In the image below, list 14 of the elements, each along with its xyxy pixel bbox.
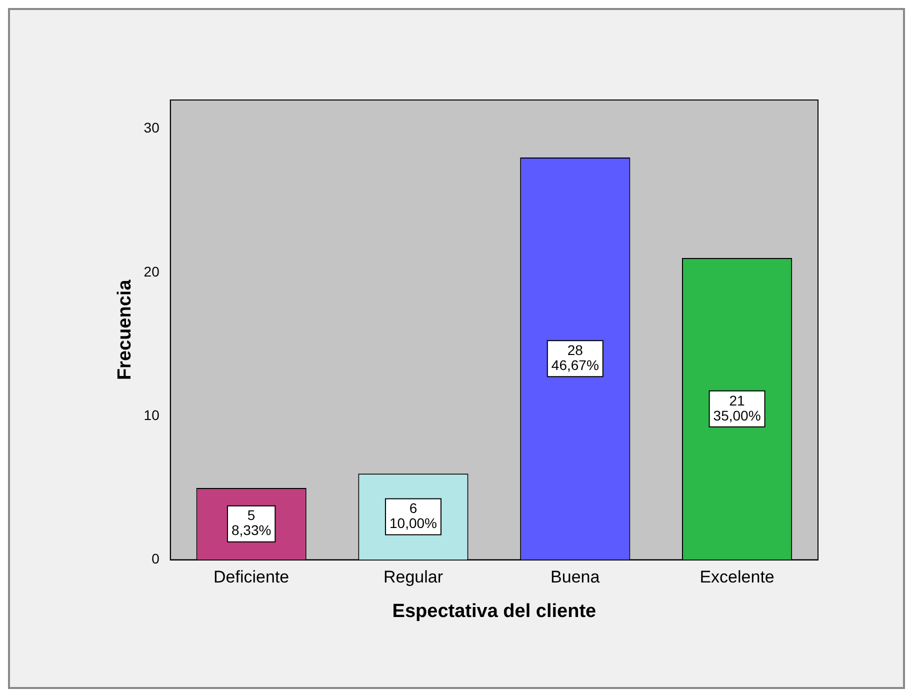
x-axis-title: Espectativa del cliente bbox=[392, 600, 596, 622]
data-label: 6 10,00% bbox=[389, 500, 437, 532]
x-tick-label: Regular bbox=[383, 568, 444, 587]
data-label: 21 35,00% bbox=[713, 392, 761, 424]
data-label: 28 46,67% bbox=[551, 342, 599, 373]
y-tick-label: 0 bbox=[152, 550, 160, 567]
x-tick-label: Excelente bbox=[700, 568, 774, 587]
x-tick-label: Buena bbox=[550, 568, 600, 587]
x-tick-label: Deficiente bbox=[214, 568, 290, 587]
y-tick-label: 10 bbox=[144, 406, 160, 423]
y-axis-title: Frecuencia bbox=[114, 279, 136, 380]
y-tick-label: 30 bbox=[144, 120, 160, 136]
y-tick-label: 20 bbox=[144, 263, 160, 280]
data-label: 5 8,33% bbox=[231, 507, 272, 538]
